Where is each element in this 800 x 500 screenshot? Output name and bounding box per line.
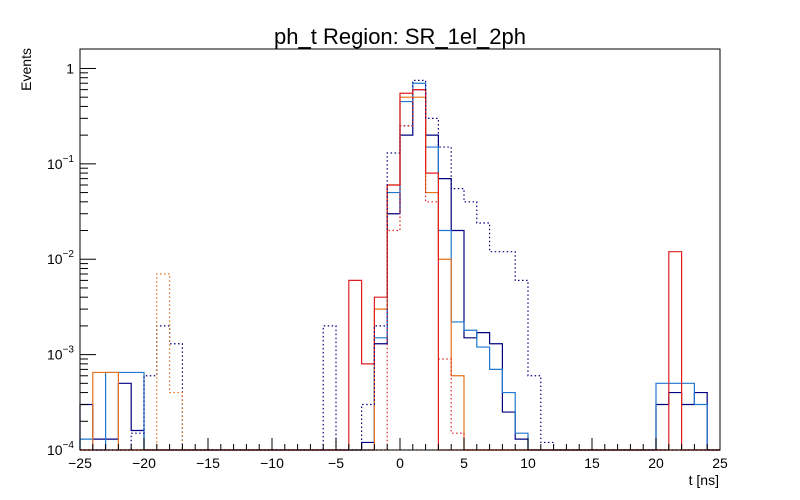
y-tick-label: 10−2	[47, 249, 74, 267]
y-tick-label: 10−3	[47, 345, 74, 363]
x-tick-label: 5	[460, 455, 468, 471]
x-tick-label: 15	[584, 455, 600, 471]
x-tick-label: −25	[68, 455, 92, 471]
y-tick-label: 1	[66, 60, 74, 76]
x-tick-label: −10	[260, 455, 284, 471]
x-tick-label: 25	[712, 455, 728, 471]
x-tick-label: 0	[396, 455, 404, 471]
chart-title: ph_t Region: SR_1el_2ph	[274, 24, 526, 49]
y-axis-label: Events	[18, 48, 34, 91]
y-tick-label: 10−4	[47, 440, 74, 458]
x-axis-label: t [ns]	[689, 472, 719, 488]
x-tick-label: 20	[648, 455, 664, 471]
axes-layer: −25 −20 −15 −10 −5 0 5 10 15 20 25 10−4 10−3 10−2 10−1…	[47, 60, 728, 471]
plot-frame	[79, 48, 721, 451]
x-tick-label: −15	[196, 455, 220, 471]
x-tick-label: 10	[520, 455, 536, 471]
y-tick-label: 10−1	[47, 154, 74, 172]
x-tick-label: −20	[132, 455, 156, 471]
x-tick-label: −5	[328, 455, 344, 471]
